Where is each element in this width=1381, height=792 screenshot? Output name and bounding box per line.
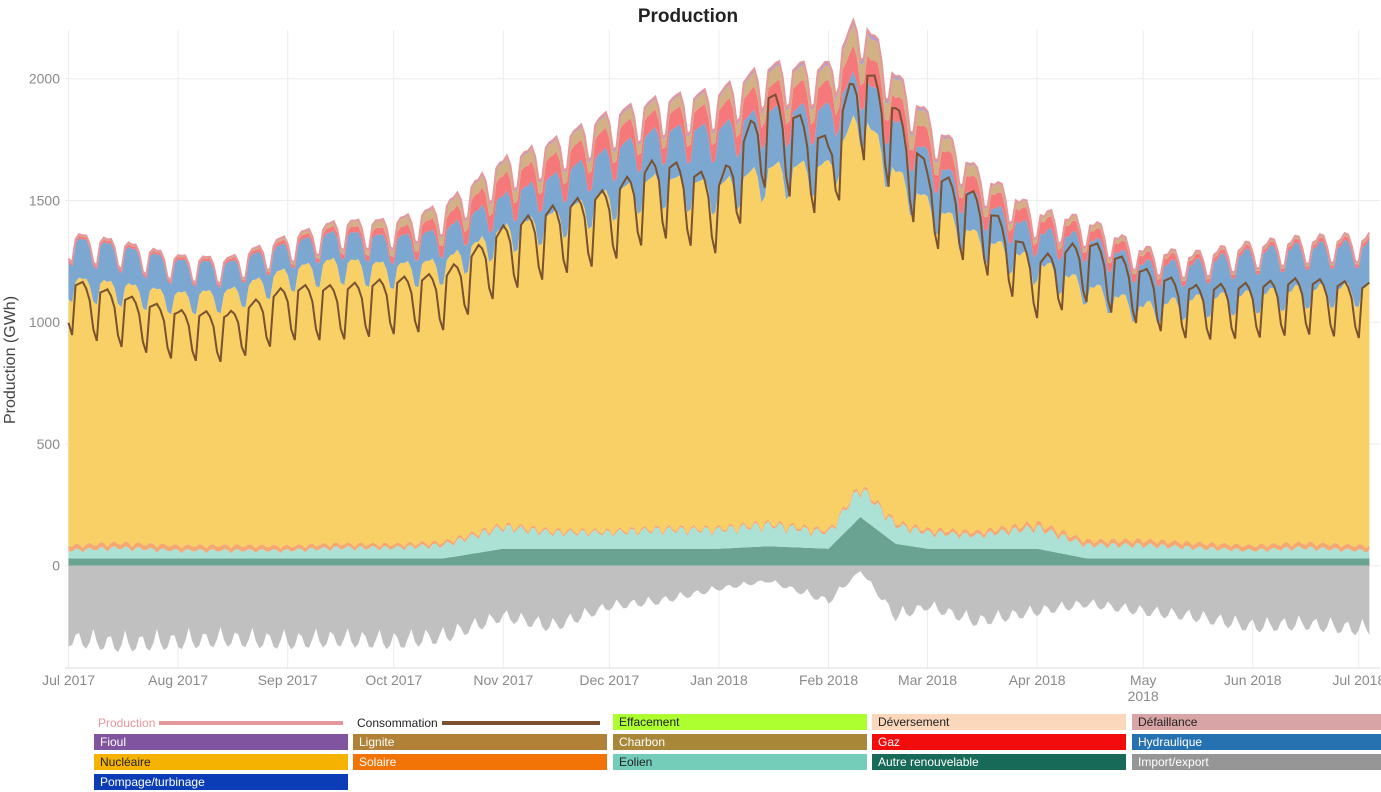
x-tick-label: Apr 2018 (1009, 672, 1066, 688)
legend-consommation[interactable]: Consommation (353, 714, 607, 730)
legend-effacement[interactable]: Effacement (613, 714, 867, 730)
legend-nucleaire[interactable]: Nucléaire (94, 754, 348, 770)
y-tick-label: 1500 (29, 192, 60, 208)
legend-import-export[interactable]: Import/export (1132, 754, 1381, 770)
x-tick-label: Jul 2017 (42, 672, 95, 688)
legend-hydraulique[interactable]: Hydraulique (1132, 734, 1381, 750)
x-tick-label: Jun 2018 (1224, 672, 1282, 688)
legend-production-label: Production (98, 715, 156, 730)
legend-gaz[interactable]: Gaz (872, 734, 1126, 750)
x-tick-label: May (1130, 672, 1156, 688)
area-gaz (68, 45, 1370, 288)
x-tick-label: Feb 2018 (799, 672, 858, 688)
lines (67, 17, 1371, 363)
x-tick-label: Sep 2017 (258, 672, 318, 688)
area-solaire (68, 486, 1370, 554)
y-axis-label: Production (GWh) (2, 296, 19, 424)
production-chart: 0 500 1000 1500 2000 Jul 2017 Aug 2017 Sep 2017… (2, 6, 1381, 704)
area-eolien (68, 489, 1370, 559)
legend-production-line (159, 720, 344, 725)
x-tick-label: Oct 2017 (365, 672, 422, 688)
legend-lignite[interactable]: Lignite (353, 734, 607, 750)
area-pompage (68, 517, 1370, 566)
stacked-areas (68, 20, 1370, 653)
legend-deversement[interactable]: Déversement (872, 714, 1126, 730)
legend-pompage-turbinage[interactable]: Pompage/turbinage (94, 774, 348, 790)
y-tick-label: 2000 (29, 71, 60, 87)
x-tick-label: 2018 (1128, 688, 1159, 704)
x-tick-label: Mar 2018 (898, 672, 957, 688)
area-charbon (68, 24, 1370, 286)
y-tick-label: 500 (37, 436, 61, 452)
x-tick-label: Nov 2017 (473, 672, 533, 688)
consommation-line (67, 74, 1371, 363)
legend-eolien[interactable]: Eolien (613, 754, 867, 770)
area-import-export (68, 565, 1370, 653)
area-hydraulique (68, 71, 1370, 324)
legend-production[interactable]: Production (94, 714, 348, 730)
axes: 0 500 1000 1500 2000 Jul 2017 Aug 2017 Sep 2017… (29, 71, 1381, 704)
x-tick-label: Aug 2017 (148, 672, 208, 688)
legend-autre-renouvelable[interactable]: Autre renouvelable (872, 754, 1126, 770)
x-tick-label: Jan 2018 (690, 672, 748, 688)
legend-charbon[interactable]: Charbon (613, 734, 867, 750)
legend: Production Consommation Effacement Déver… (94, 712, 1381, 792)
chart-title: Production (638, 6, 738, 27)
x-tick-label: Dec 2017 (579, 672, 639, 688)
legend-solaire[interactable]: Solaire (353, 754, 607, 770)
y-tick-label: 1000 (29, 314, 60, 330)
legend-consommation-label: Consommation (357, 715, 438, 730)
legend-defaillance[interactable]: Défaillance (1132, 714, 1381, 730)
area-nucleaire (68, 115, 1370, 549)
legend-consommation-line (441, 720, 600, 725)
x-tick-label: Jul 2018 (1332, 672, 1381, 688)
legend-fioul[interactable]: Fioul (94, 734, 348, 750)
y-tick-label: 0 (52, 558, 60, 574)
production-line (67, 17, 1371, 286)
